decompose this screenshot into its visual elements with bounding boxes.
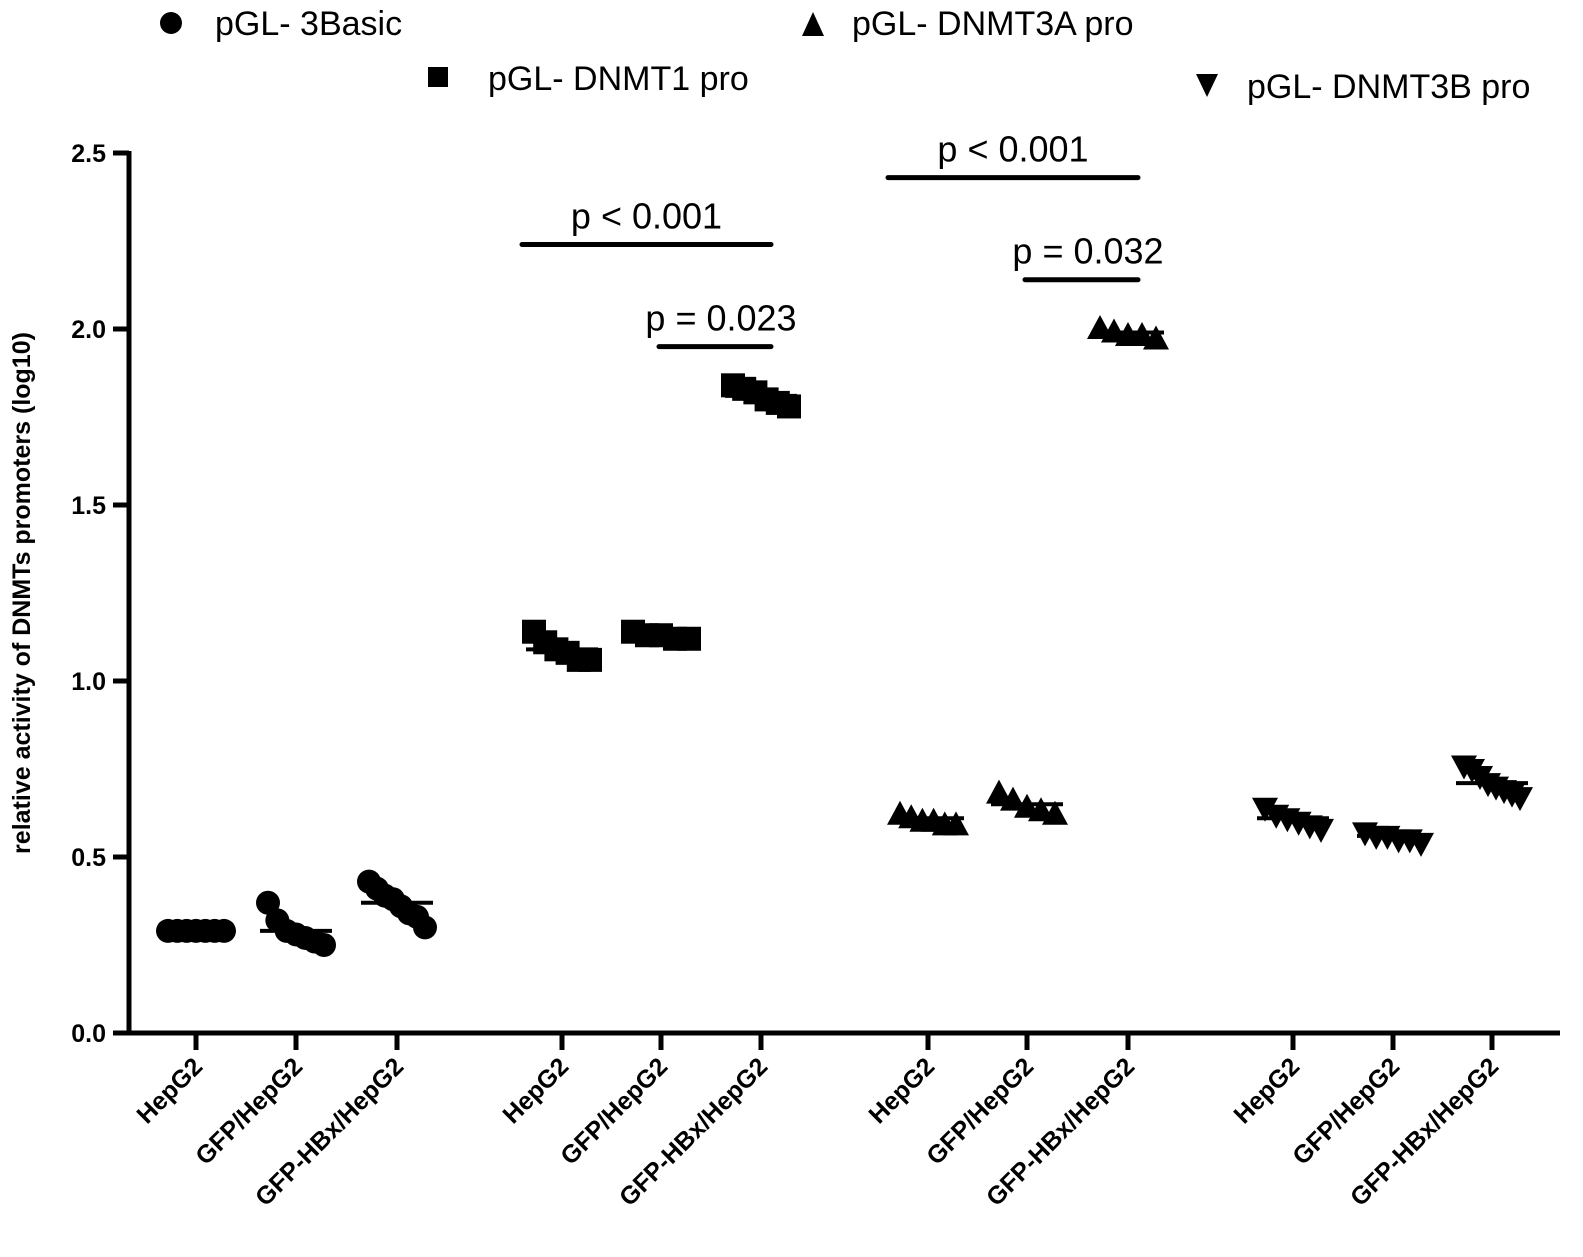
legend-label: pGL- DNMT3B pro: [1247, 68, 1530, 106]
x-tick-label: HepG2: [131, 1052, 208, 1129]
data-point-triangle-up: [1042, 800, 1068, 825]
legend-item-dnmt1: pGL- DNMT1 pro: [428, 60, 749, 98]
y-axis-label: relative activity of DNMTs promoters (lo…: [8, 332, 36, 854]
y-tick-label: 2.5: [71, 140, 106, 168]
data-point-triangle-up: [943, 811, 969, 836]
x-tick-label: HepG2: [497, 1052, 574, 1129]
x-tick-label: HepG2: [863, 1052, 940, 1129]
legend-label: pGL- 3Basic: [215, 5, 402, 43]
legend-label: pGL- DNMT3A pro: [852, 5, 1134, 43]
p-value-label: p = 0.023: [645, 298, 796, 339]
legend-item-dnmt3b: pGL- DNMT3B pro: [1196, 68, 1530, 106]
data-point-triangle-up: [986, 779, 1012, 804]
y-tick-label: 1.5: [71, 492, 106, 520]
y-tick-label: 1.0: [71, 668, 106, 696]
y-tick-label: 0.0: [71, 1020, 106, 1048]
p-value-label: p < 0.001: [571, 196, 722, 237]
mean-lines: [160, 330, 1528, 933]
data-point-triangle-down: [1408, 832, 1434, 857]
legend-item-dnmt3a: pGL- DNMT3A pro: [802, 5, 1134, 43]
y-tick-label: 0.5: [71, 844, 106, 872]
data-point-circle: [256, 890, 280, 915]
data-points: [156, 315, 1533, 957]
legend: pGL- 3Basic pGL- DNMT1 pro pGL- DNMT3A p…: [160, 5, 1530, 106]
data-point-triangle-down: [1252, 797, 1278, 822]
data-point-triangle-up: [1143, 325, 1169, 350]
significance-annotations: p < 0.001 p = 0.023 p < 0.001 p = 0.032: [519, 129, 1164, 350]
y-tick-label: 2.0: [71, 316, 106, 344]
legend-circle-marker: [160, 12, 182, 34]
data-point-square: [677, 626, 701, 651]
legend-item-pgl3basic: pGL- 3Basic: [160, 5, 402, 43]
x-tick-label: HepG2: [1228, 1052, 1305, 1129]
data-point-circle: [413, 915, 437, 940]
legend-triangle-up-marker: [802, 12, 824, 36]
p-value-label: p = 0.032: [1012, 231, 1163, 272]
legend-label: pGL- DNMT1 pro: [488, 60, 749, 98]
y-ticks: 0.0 0.5 1.0 1.5 2.0 2.5: [71, 140, 129, 1048]
data-point-circle: [312, 933, 336, 957]
data-point-square: [777, 394, 801, 419]
axes: [115, 151, 1560, 1036]
legend-square-marker: [428, 67, 448, 87]
p-value-label: p < 0.001: [937, 129, 1088, 170]
legend-triangle-down-marker: [1196, 74, 1218, 97]
data-point-triangle-down: [1308, 818, 1334, 843]
data-point-square: [578, 647, 602, 672]
data-point-triangle-down: [1507, 787, 1533, 812]
